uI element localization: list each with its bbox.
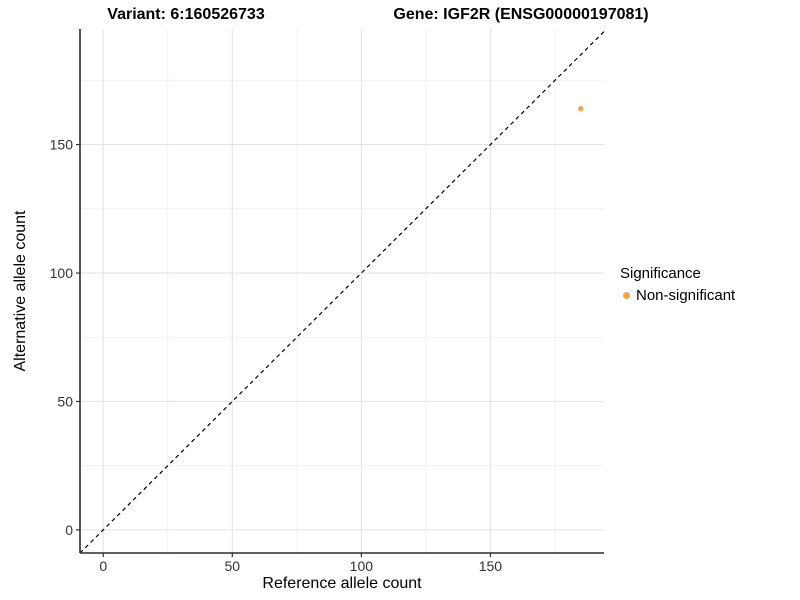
x-tick-label: 0 xyxy=(99,558,107,574)
identity-reference-line xyxy=(79,31,605,554)
x-tick-label: 50 xyxy=(225,558,241,574)
y-tick-label: 100 xyxy=(50,265,74,281)
gene-title: Gene: IGF2R (ENSG00000197081) xyxy=(393,6,649,23)
variant-title: Variant: 6:160526733 xyxy=(107,6,265,23)
legend-title: Significance xyxy=(620,265,701,282)
x-tick-label: 150 xyxy=(479,558,503,574)
legend-item-label: Non-significant xyxy=(636,287,736,304)
y-tick-label: 50 xyxy=(57,393,73,409)
y-tick-label: 0 xyxy=(65,522,73,538)
x-tick-label: 100 xyxy=(350,558,374,574)
data-point xyxy=(578,106,584,112)
legend: Significance Non-significant xyxy=(620,265,735,304)
legend-point-icon xyxy=(623,292,630,299)
legend-item: Non-significant xyxy=(620,287,735,304)
y-axis-title: Alternative allele count xyxy=(12,210,29,372)
y-tick-label: 150 xyxy=(50,137,74,153)
x-axis-title: Reference allele count xyxy=(262,575,422,592)
